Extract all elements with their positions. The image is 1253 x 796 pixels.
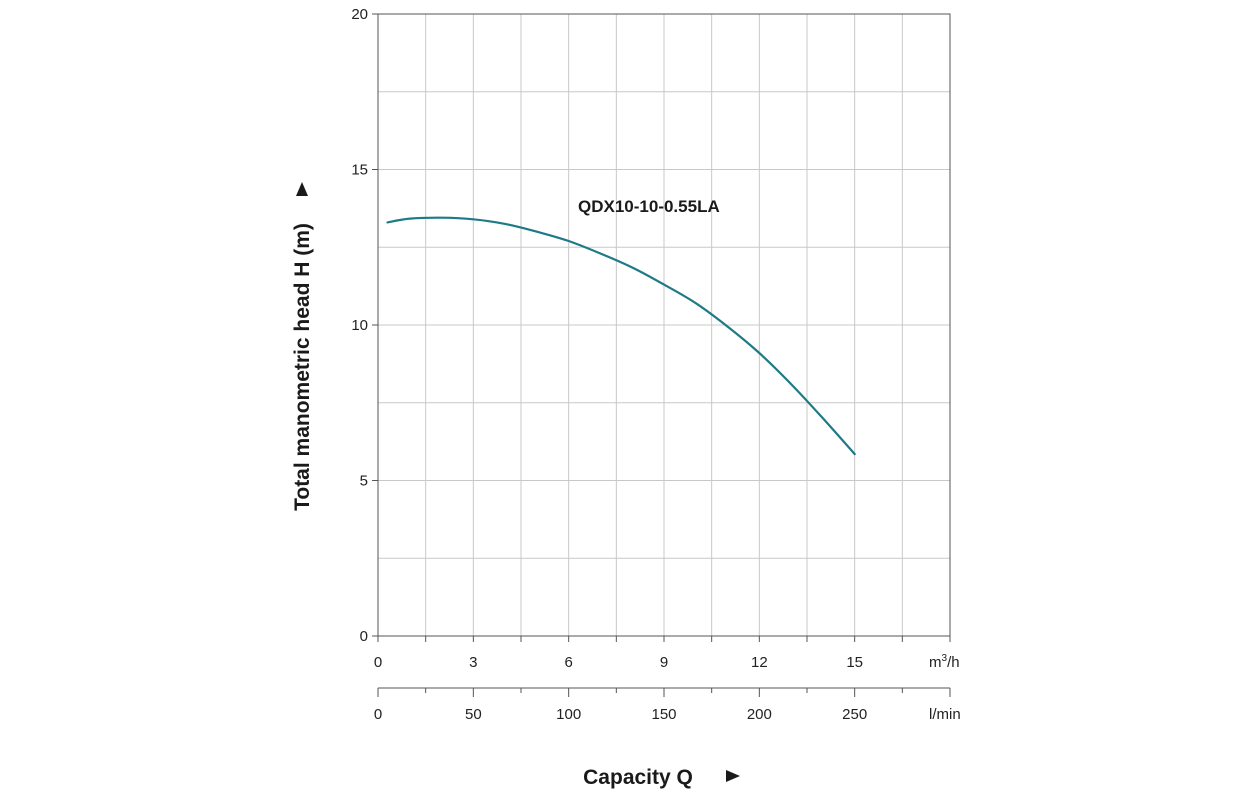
x-secondary-unit: l/min (929, 706, 961, 723)
x-axis-secondary: 0 50 100 150 200 250 (374, 687, 951, 723)
x-primary-tick-label: 3 (469, 654, 477, 671)
y-tick-label: 20 (351, 6, 368, 23)
series-layer (386, 216, 856, 456)
y-tick-label: 5 (360, 473, 368, 490)
x-secondary-tick-label: 150 (651, 706, 676, 723)
series-line (386, 216, 856, 456)
x-secondary-tick-label: 200 (747, 706, 772, 723)
y-axis-title-arrow-icon (296, 182, 308, 196)
x-secondary-tick-label: 0 (374, 706, 382, 723)
x-axis-title: Capacity Q (583, 766, 693, 789)
x-primary-tick-label: 15 (846, 654, 863, 671)
series-label: QDX10-10-0.55LA (578, 197, 720, 216)
y-tick-label: 15 (351, 162, 368, 179)
x-secondary-tick-label: 250 (842, 706, 867, 723)
x-primary-unit: m3/h (929, 653, 960, 671)
x-primary-tick-label: 6 (564, 654, 572, 671)
x-secondary-tick-label: 50 (465, 706, 482, 723)
x-primary-tick-label: 9 (660, 654, 668, 671)
y-axis: 0 5 10 15 20 (351, 6, 378, 645)
y-tick-label: 10 (351, 317, 368, 334)
x-primary-tick-label: 0 (374, 654, 382, 671)
grid (378, 14, 950, 636)
x-primary-tick-label: 12 (751, 654, 768, 671)
y-tick-label: 0 (360, 628, 368, 645)
x-secondary-tick-label: 100 (556, 706, 581, 723)
x-axis-title-arrow-icon (726, 770, 740, 782)
y-axis-title: Total manometric head H (m) (291, 223, 314, 511)
x-axis-primary: 0 3 6 9 12 15 (374, 636, 951, 671)
